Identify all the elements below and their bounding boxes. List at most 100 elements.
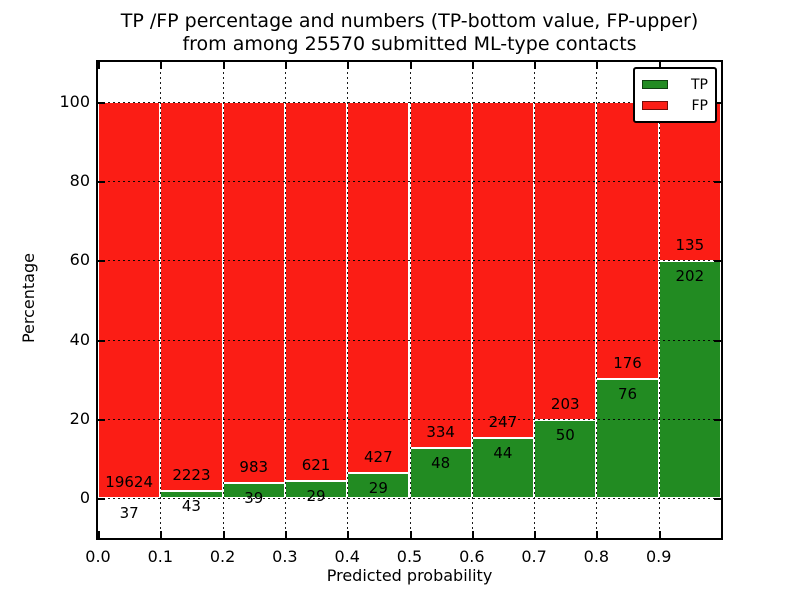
x-tick-mark-top	[347, 62, 350, 69]
horizontal-gridline	[98, 260, 721, 262]
x-axis-label: Predicted probability	[326, 566, 493, 585]
x-tick-mark	[347, 531, 350, 538]
x-tick-label: 0.2	[209, 547, 236, 566]
bar-segment-fp	[596, 101, 659, 379]
tp-count-label: 48	[431, 454, 451, 473]
fp-count-label: 2223	[172, 465, 211, 484]
bar-segment-fp	[409, 101, 472, 449]
y-axis-label: Percentage	[18, 252, 38, 343]
horizontal-gridline	[98, 181, 721, 182]
tp-count-label: 29	[306, 486, 326, 505]
x-tick-label: 0.6	[459, 547, 485, 566]
legend-swatch-fp-icon	[642, 101, 668, 110]
bar-segment-tp	[471, 438, 535, 499]
vertical-gridline	[596, 62, 598, 538]
tp-count-label: 37	[119, 503, 139, 522]
x-tick-mark-top	[658, 62, 661, 69]
y-tick-mark-right	[714, 419, 721, 421]
legend-entry-tp: TP	[642, 74, 708, 95]
y-tick-mark-right	[714, 181, 721, 183]
tp-count-label: 39	[244, 489, 264, 508]
bar-segment-tp	[596, 378, 659, 499]
x-tick-mark-top	[471, 62, 474, 69]
x-tick-mark	[534, 531, 537, 538]
x-tick-label: 0.3	[272, 547, 298, 566]
y-tick-mark	[98, 498, 105, 501]
x-tick-label: 0.8	[583, 547, 610, 566]
fp-count-label: 247	[488, 413, 518, 432]
y-tick-mark-right	[714, 101, 721, 104]
tp-count-label: 44	[493, 444, 513, 463]
x-tick-label: 0.1	[147, 547, 174, 566]
fp-count-label: 203	[550, 394, 580, 413]
y-tick-mark	[98, 181, 105, 183]
horizontal-gridline	[98, 419, 721, 420]
legend-swatch-tp-icon	[642, 80, 668, 89]
legend: TP FP	[633, 67, 717, 123]
y-tick-mark-right	[714, 260, 721, 263]
legend-label-tp: TP	[691, 76, 708, 93]
fp-count-label: 621	[301, 455, 331, 474]
vertical-gridline	[409, 62, 411, 538]
horizontal-gridline	[98, 498, 721, 500]
vertical-gridline	[534, 62, 536, 538]
bar-segment-fp	[222, 101, 285, 484]
fp-count-label: 334	[426, 423, 455, 442]
tp-count-label: 76	[617, 384, 638, 403]
y-tick-label: 20	[69, 409, 90, 428]
x-tick-mark-top	[222, 62, 225, 69]
vertical-gridline	[284, 62, 286, 538]
chart-title: TP /FP percentage and numbers (TP-bottom…	[96, 10, 723, 56]
fp-count-label: 19624	[105, 472, 153, 491]
tp-count-label: 50	[555, 425, 575, 444]
vertical-gridline	[160, 62, 162, 538]
y-tick-mark	[98, 339, 105, 342]
horizontal-gridline	[98, 339, 721, 341]
x-tick-label: 0.4	[334, 547, 360, 566]
x-tick-label: 0.5	[396, 547, 423, 566]
x-tick-mark-top	[409, 62, 412, 69]
x-tick-mark	[471, 531, 474, 538]
fp-count-label: 427	[364, 448, 393, 467]
x-tick-mark	[409, 531, 412, 538]
y-tick-mark	[98, 101, 105, 104]
x-tick-mark	[222, 531, 225, 538]
fp-count-label: 176	[613, 353, 642, 372]
chart-title-line2: from among 25570 submitted ML-type conta…	[182, 33, 637, 55]
y-tick-mark-right	[714, 339, 721, 342]
y-tick-label: 60	[69, 250, 90, 270]
plot-area: TP FP 19624 37 2223 43 983 39 621 29 427 29 334 48 2…	[96, 60, 723, 540]
y-tick-label: 80	[69, 171, 90, 190]
y-tick-mark	[98, 260, 105, 263]
bar-segment-tp	[534, 419, 597, 499]
bar-segment-tp	[658, 260, 721, 499]
y-tick-label: 100	[59, 91, 90, 111]
bar-segment-fp	[284, 101, 348, 481]
bar-segment-fp	[160, 101, 223, 491]
x-tick-label: 0.0	[85, 547, 111, 566]
bar-segment-fp	[347, 101, 410, 474]
x-tick-mark-top	[596, 62, 599, 69]
x-tick-mark	[658, 531, 661, 538]
vertical-gridline	[222, 62, 224, 538]
bar-segment-fp	[98, 101, 161, 498]
x-tick-mark-top	[98, 62, 100, 69]
x-tick-mark-top	[534, 62, 537, 69]
x-tick-mark	[98, 531, 100, 538]
bar-segment-tp	[409, 448, 472, 499]
y-tick-mark	[98, 419, 105, 421]
horizontal-gridline	[98, 101, 721, 103]
bar-segment-fp	[471, 101, 535, 439]
y-tick-label: 40	[69, 329, 90, 349]
vertical-gridline	[471, 62, 473, 538]
x-tick-mark	[596, 531, 599, 538]
x-tick-mark-top	[284, 62, 287, 69]
tp-count-label: 29	[368, 479, 388, 498]
x-tick-label: 0.7	[521, 547, 547, 566]
chart-title-line1: TP /FP percentage and numbers (TP-bottom…	[120, 10, 699, 32]
x-tick-mark	[160, 531, 163, 538]
vertical-gridline	[658, 62, 660, 538]
vertical-gridline	[347, 62, 349, 538]
x-tick-label: 0.9	[645, 547, 672, 566]
